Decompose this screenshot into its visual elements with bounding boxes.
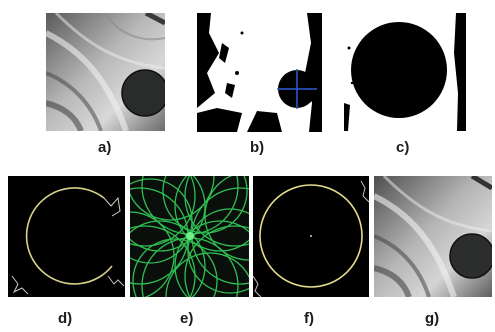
panel-d-caption: d) [58, 310, 73, 327]
panel-g-caption: g) [425, 310, 440, 327]
panel-f-caption: f) [304, 310, 314, 327]
panel-d-edge-image [8, 176, 125, 297]
panel-f-detected-circle [253, 176, 369, 297]
panel-e-caption: e) [180, 310, 194, 327]
panel-b-caption: b) [250, 139, 265, 156]
panel-e-hough-accumulator [130, 176, 249, 297]
panel-a-original-image [46, 13, 165, 131]
panel-c-circle-mask [344, 13, 466, 131]
panel-a-caption: a) [98, 139, 112, 156]
panel-g-result-image [374, 176, 492, 297]
panel-c-caption: c) [396, 139, 410, 156]
panel-b-binary-image [197, 13, 322, 132]
